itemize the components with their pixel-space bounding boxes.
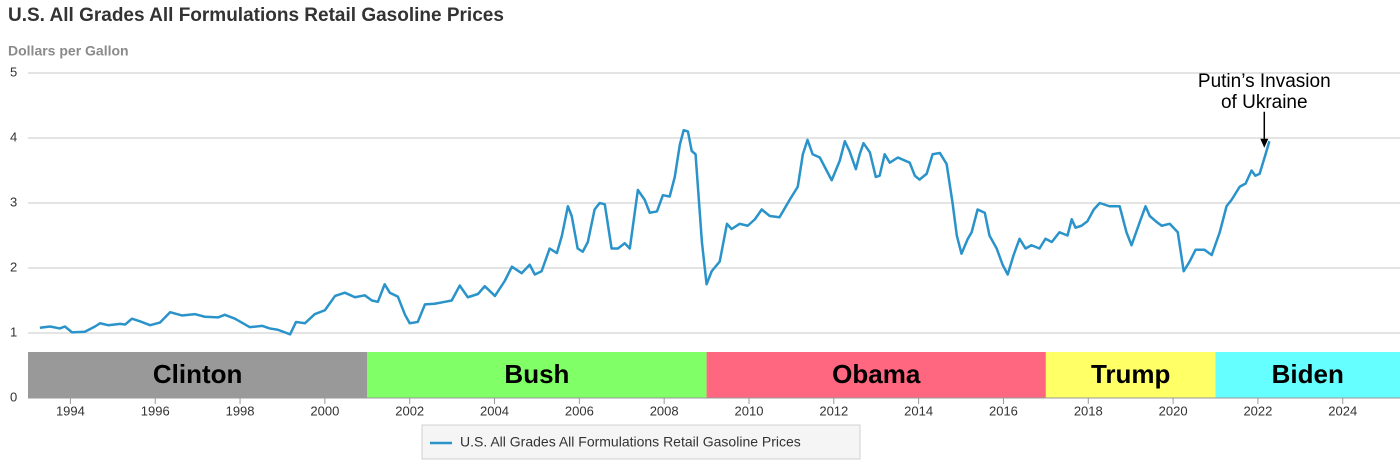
x-tick-label: 2008 bbox=[650, 403, 679, 418]
term-label: Trump bbox=[1091, 359, 1170, 389]
price-line bbox=[39, 128, 1271, 336]
annotation-text: Putin’s Invasion bbox=[1198, 71, 1331, 92]
term-band bbox=[1045, 352, 1216, 398]
y-tick-label: 0 bbox=[10, 389, 17, 404]
x-tick-label: 2012 bbox=[819, 403, 848, 418]
chart-title: U.S. All Grades All Formulations Retail … bbox=[8, 5, 504, 26]
y-tick-label: 3 bbox=[10, 194, 17, 209]
x-tick-label: 1996 bbox=[141, 403, 170, 418]
annotation-text: of Ukraine bbox=[1221, 92, 1308, 113]
x-tick-label: 2018 bbox=[1074, 403, 1103, 418]
y-tick-label: 1 bbox=[10, 324, 17, 339]
x-tick-label: 2002 bbox=[395, 403, 424, 418]
y-tick-label: 5 bbox=[10, 64, 17, 79]
x-tick-label: 2004 bbox=[480, 403, 509, 418]
annotation-arrowhead bbox=[1260, 138, 1269, 148]
term-band bbox=[1215, 352, 1400, 398]
term-label: Bush bbox=[504, 359, 569, 389]
x-tick-label: 1998 bbox=[226, 403, 255, 418]
x-tick-label: 2000 bbox=[310, 403, 339, 418]
term-label: Biden bbox=[1272, 359, 1344, 389]
x-tick-label: 2020 bbox=[1159, 403, 1188, 418]
y-axis-label: Dollars per Gallon bbox=[8, 43, 129, 59]
x-tick-label: 1994 bbox=[56, 403, 85, 418]
y-tick-label: 2 bbox=[10, 259, 17, 274]
x-tick-label: 2022 bbox=[1243, 403, 1272, 418]
x-tick-label: 2016 bbox=[989, 403, 1018, 418]
y-tick-label: 4 bbox=[10, 129, 17, 144]
legend-box bbox=[421, 424, 861, 460]
legend-label: U.S. All Grades All Formulations Retail … bbox=[460, 434, 801, 450]
term-label: Clinton bbox=[153, 359, 243, 389]
term-band bbox=[28, 352, 368, 398]
x-tick-label: 2006 bbox=[565, 403, 594, 418]
x-tick-label: 2024 bbox=[1328, 403, 1357, 418]
x-tick-label: 2014 bbox=[904, 403, 933, 418]
term-band bbox=[367, 352, 707, 398]
term-band bbox=[706, 352, 1046, 398]
term-label: Obama bbox=[832, 359, 921, 389]
x-tick-label: 2010 bbox=[735, 403, 764, 418]
